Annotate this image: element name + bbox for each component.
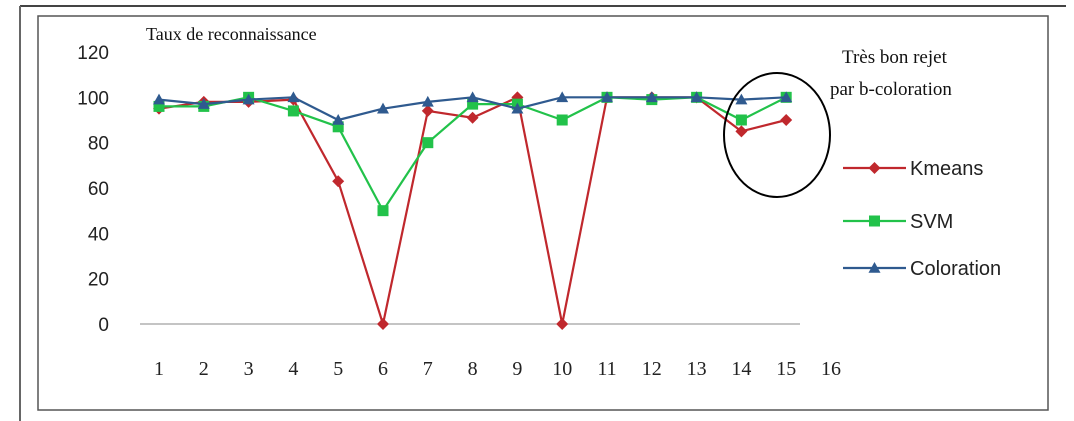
plot-frame [37, 15, 1049, 411]
x-tick-label: 15 [776, 358, 796, 380]
data-point [511, 102, 524, 114]
data-point [153, 93, 165, 105]
data-point [332, 175, 345, 188]
data-point [377, 102, 389, 114]
data-point [868, 162, 881, 174]
data-point [556, 114, 568, 126]
data-point [332, 114, 345, 125]
data-point [601, 91, 613, 103]
data-point [421, 104, 434, 117]
x-tick-label: 9 [512, 358, 522, 380]
x-tick-label: 4 [288, 358, 298, 380]
data-point [377, 318, 389, 330]
data-point [287, 105, 299, 117]
x-tick-label: 1 [154, 358, 164, 380]
legend: Kmeans SVM Coloration [843, 158, 1001, 280]
data-point [466, 111, 479, 124]
series-layer [153, 91, 793, 330]
series-line [158, 96, 787, 326]
y-tick-label: 100 [77, 88, 109, 109]
x-tick-label: 7 [423, 358, 433, 380]
x-tick-label: 2 [199, 358, 209, 380]
legend-label: SVM [910, 211, 953, 233]
data-point [690, 91, 703, 103]
x-tick-label: 14 [731, 358, 751, 380]
x-tick-label: 12 [642, 358, 662, 380]
data-point [645, 91, 658, 103]
legend-item-svm: SVM [843, 211, 953, 233]
data-point [377, 205, 389, 217]
x-tick-label: 10 [552, 358, 572, 380]
x-tick-label: 11 [597, 358, 616, 380]
legend-label: Kmeans [910, 158, 983, 180]
x-tick-label: 5 [333, 358, 343, 380]
legend-item-coloration: Coloration [843, 258, 1001, 280]
x-tick-label: 3 [244, 358, 254, 380]
legend-label: Coloration [910, 258, 1001, 280]
data-point [422, 137, 434, 149]
data-point [869, 215, 880, 227]
chart-title: Taux de reconnaissance [146, 24, 317, 44]
annotation-line-1: Très bon rejet [842, 47, 948, 68]
series-kmeans [153, 91, 793, 330]
data-point [242, 93, 255, 105]
legend-item-kmeans: Kmeans [843, 158, 983, 180]
data-point [466, 91, 479, 103]
x-tick-label: 8 [468, 358, 478, 380]
highlight-circle [723, 72, 831, 198]
x-tick-label: 13 [687, 358, 707, 380]
y-tick-label: 80 [88, 134, 109, 155]
x-tick-label: 6 [378, 358, 388, 380]
series-svm [153, 91, 792, 217]
data-point [332, 121, 344, 133]
data-point [735, 93, 748, 105]
y-tick-labels: 0 20 40 60 80 100 120 [77, 43, 109, 336]
data-point [556, 91, 569, 103]
data-point [153, 100, 165, 112]
data-point [421, 95, 434, 107]
data-point [780, 114, 793, 126]
data-point [735, 114, 747, 126]
annotation-line-2: par b-coloration [830, 79, 952, 100]
y-tick-label: 60 [88, 179, 109, 200]
data-point [287, 91, 300, 103]
data-point [197, 98, 210, 109]
y-tick-label: 40 [88, 224, 109, 245]
y-tick-label: 120 [77, 43, 109, 64]
data-point [780, 91, 793, 103]
x-tick-labels: 1 2 3 4 5 6 7 8 9 10 11 12 13 14 15 16 [154, 358, 841, 380]
y-tick-label: 0 [98, 315, 109, 336]
data-point [467, 98, 479, 110]
y-tick-label: 20 [88, 270, 109, 291]
x-tick-label: 16 [821, 358, 841, 380]
series-coloration [153, 91, 793, 125]
data-point [556, 318, 569, 330]
data-point [868, 262, 881, 273]
data-point [735, 125, 748, 138]
